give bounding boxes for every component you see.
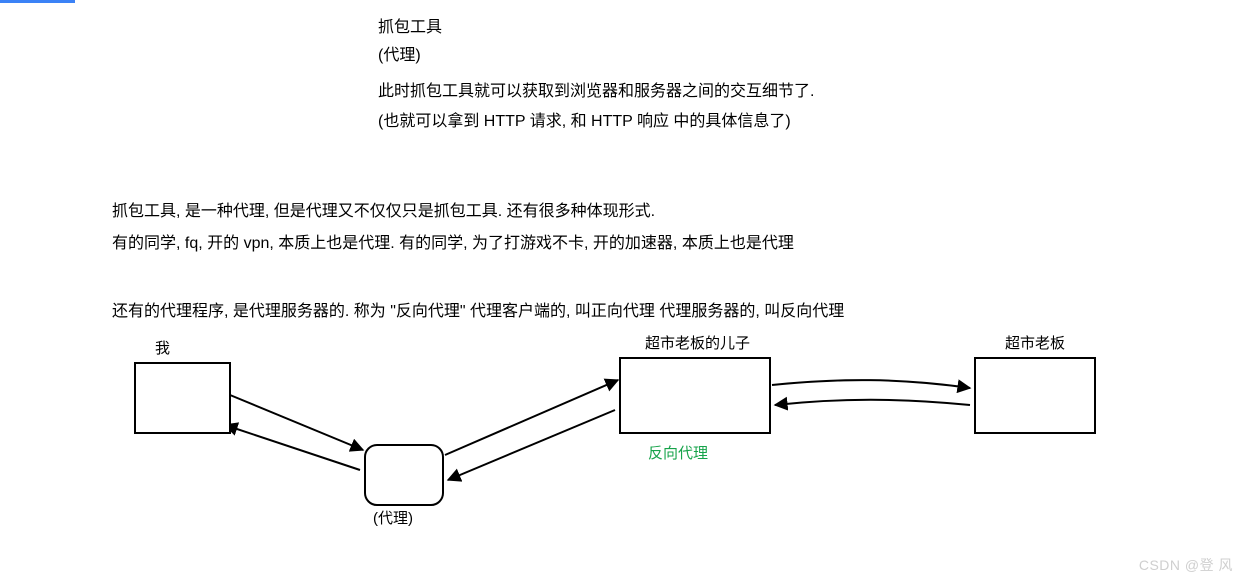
edge-son-proxy (448, 410, 615, 480)
node-me (135, 363, 230, 433)
edge-proxy-son (445, 380, 618, 455)
node-proxy (365, 445, 443, 505)
node-boss (975, 358, 1095, 433)
proxy-diagram: 我 (代理) 超市老板的儿子 超市老板反向代理 (0, 0, 1245, 581)
watermark: CSDN @登 风 (1139, 555, 1233, 575)
node-label-son: 超市老板的儿子 (645, 334, 750, 352)
reverse-proxy-label: 反向代理 (648, 445, 708, 462)
node-label-me: 我 (155, 340, 170, 357)
edge-me-proxy (230, 395, 363, 450)
edge-proxy-me (225, 425, 360, 470)
node-son (620, 358, 770, 433)
node-label-proxy: (代理) (373, 510, 413, 527)
edge-boss-son (775, 400, 970, 405)
edge-son-boss (772, 380, 970, 388)
node-label-boss: 超市老板 (1005, 334, 1065, 352)
